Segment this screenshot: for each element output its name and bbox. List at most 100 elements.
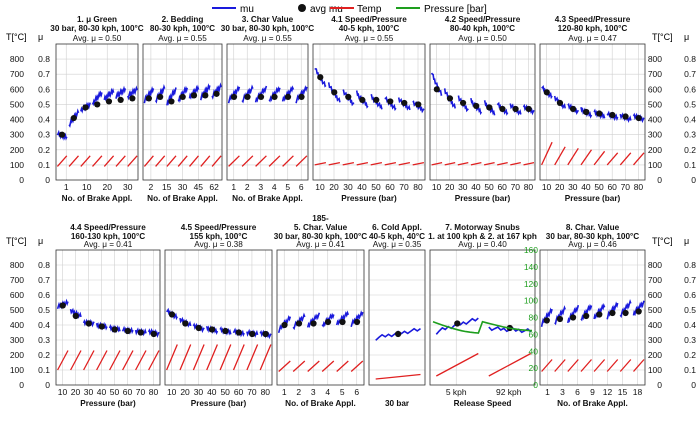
mu-tick-right: 0.2	[684, 350, 696, 360]
legend-mu-label: mu	[240, 4, 254, 15]
x-tick-label: 20	[445, 182, 455, 192]
temp-tick-right: 0	[657, 380, 662, 390]
mu-trace	[227, 85, 241, 104]
panel-title: 4.2 Speed/Pressure	[445, 15, 521, 24]
avg-mu-point	[145, 95, 152, 102]
mu-tick-left: 0	[45, 175, 50, 185]
mu-trace	[321, 312, 335, 328]
panel-avg-label: Avg. μ = 0.55	[158, 34, 207, 43]
x-tick-label: 80	[261, 387, 271, 397]
x-tick-label: 70	[511, 182, 521, 192]
temp-tick-right: 300	[648, 130, 662, 140]
x-tick-label: 30	[194, 387, 204, 397]
mu-tick-right: 0.3	[684, 335, 696, 345]
panel-title: 8. Char. Value	[566, 223, 620, 232]
x-tick-label: 50	[484, 182, 494, 192]
x-tick-label: 3	[258, 182, 263, 192]
avg-mu-point	[190, 92, 198, 99]
avg-mu-point	[281, 321, 288, 329]
x-tick-label: 50	[220, 387, 230, 397]
mu-tick-left: 0.8	[38, 54, 50, 64]
pressure-tick-label: 140	[524, 262, 538, 272]
x-tick-label: 6	[354, 387, 359, 397]
x-tick-label: 20	[329, 182, 339, 192]
x-tick-label: 10	[432, 182, 442, 192]
x-tick-label: 10	[542, 182, 552, 192]
legend-temp-label: Temp	[357, 4, 382, 15]
mu-trace	[103, 87, 115, 102]
x-tick-label: 1	[231, 182, 236, 192]
row2-left-temp-axis-label: T[°C]	[6, 236, 27, 246]
mu-tick-left: 0.6	[38, 84, 50, 94]
panel-avg-label: Avg. μ = 0.47	[568, 34, 617, 43]
temp-tick-right: 200	[648, 145, 662, 155]
x-axis-title: Release Speed	[454, 399, 512, 408]
x-axis-title: Pressure (bar)	[565, 194, 621, 203]
avg-mu-point	[124, 327, 131, 335]
avg-mu-point	[454, 320, 461, 327]
temp-tick-left: 500	[10, 99, 24, 109]
mu-tick-left: 0.4	[38, 320, 50, 330]
x-tick-label: 40	[357, 182, 367, 192]
avg-mu-point	[111, 326, 118, 333]
temp-trace	[375, 373, 421, 380]
x-tick-label: 30	[343, 182, 353, 192]
mu-tick-right: 0	[691, 380, 696, 390]
avg-mu-point	[395, 330, 402, 338]
x-tick-label: 20	[71, 387, 81, 397]
temp-trace	[278, 360, 364, 372]
avg-mu-point	[473, 102, 480, 110]
panel-frame	[312, 43, 426, 181]
avg-mu-point	[117, 96, 124, 104]
x-tick-label: 20	[103, 182, 113, 192]
avg-mu-point	[182, 320, 189, 327]
x-axis-title: Pressure (bar)	[191, 399, 247, 408]
avg-mu-point	[310, 320, 317, 327]
panel-title: 1. at 100 kph & 2. at 167 kph	[428, 232, 537, 241]
mu-trace	[412, 100, 425, 114]
panel-title: 4.5 Speed/Pressure	[181, 223, 257, 232]
temp-tick-right: 400	[648, 320, 662, 330]
x-tick-label: 6	[575, 387, 580, 397]
x-tick-label: 5 kph	[446, 387, 467, 397]
avg-mu-point	[82, 104, 89, 111]
temp-tick-left: 800	[10, 54, 24, 64]
avg-mu-point	[105, 98, 113, 105]
x-tick-label: 1	[282, 387, 287, 397]
temp-tick-right: 800	[648, 260, 662, 270]
x-tick-label: 3	[560, 387, 565, 397]
mu-trace	[554, 305, 566, 326]
x-tick-label: 70	[621, 182, 631, 192]
avg-mu-point	[353, 318, 361, 326]
mu-tick-right: 0	[691, 175, 696, 185]
row1-left-temp-axis-label: T[°C]	[6, 32, 27, 42]
temp-tick-left: 300	[10, 130, 24, 140]
x-tick-label: 2	[149, 182, 154, 192]
avg-mu-point	[202, 92, 209, 99]
panel-title: 120-80 kph, 100°C	[558, 24, 628, 33]
x-tick-label: 80	[149, 387, 159, 397]
mu-tick-left: 0.3	[38, 130, 50, 140]
avg-mu-point	[387, 98, 394, 105]
mu-tick-right: 0.4	[684, 115, 696, 125]
avg-mu-point	[262, 330, 269, 338]
temp-tick-left: 800	[10, 260, 24, 270]
temp-trace	[228, 155, 308, 167]
x-tick-label: 70	[399, 182, 409, 192]
mu-tick-right: 0.7	[684, 275, 696, 285]
x-tick-label: 40	[97, 387, 107, 397]
mu-trace	[154, 84, 166, 104]
mu-tick-right: 0.1	[684, 160, 696, 170]
avg-mu-point	[583, 312, 590, 320]
row1-right-mu-axis-label: μ	[684, 32, 689, 42]
panel-title: 2. Bedding	[162, 15, 204, 24]
avg-mu-point	[499, 105, 506, 113]
temp-tick-right: 500	[648, 305, 662, 315]
